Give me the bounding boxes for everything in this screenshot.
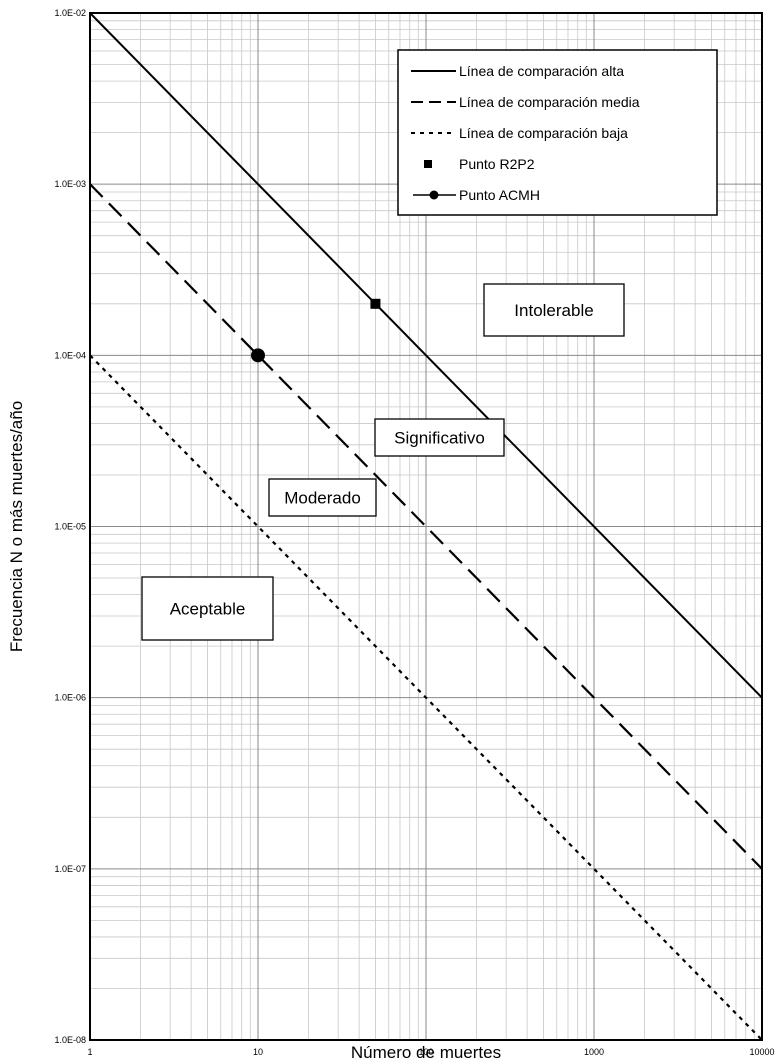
x-axis-title: Número de muertes bbox=[351, 1043, 501, 1062]
legend-label: Punto ACMH bbox=[459, 187, 540, 203]
x-tick-label: 1 bbox=[87, 1047, 92, 1057]
region-label-box bbox=[374, 418, 505, 457]
point-acmh-marker bbox=[251, 348, 265, 363]
data-points bbox=[251, 298, 381, 363]
y-tick-labels: 1.0E-08 1.0E-07 1.0E-06 1.0E-05 1.0E-04 1.0E-… bbox=[54, 8, 86, 1045]
y-tick-label: 1.0E-04 bbox=[54, 350, 86, 360]
y-tick-label: 1.0E-05 bbox=[54, 522, 86, 532]
x-tick-label: 10 bbox=[253, 1047, 263, 1057]
legend-label: Línea de comparación media bbox=[459, 94, 640, 110]
region-label-text: Intolerable bbox=[514, 301, 593, 320]
y-axis-title: Frecuencia N o más muertes/año bbox=[7, 401, 26, 652]
y-tick-label: 1.0E-07 bbox=[54, 864, 86, 874]
plot-frame bbox=[89, 12, 763, 1041]
legend-label: Línea de comparación baja bbox=[459, 125, 628, 141]
y-tick-label: 1.0E-02 bbox=[54, 8, 86, 18]
x-tick-label: 1000 bbox=[584, 1047, 604, 1057]
region-label: Aceptable bbox=[141, 576, 274, 641]
y-tick-label: 1.0E-03 bbox=[54, 179, 86, 189]
point-r2p2-marker bbox=[370, 298, 381, 309]
y-tick-label: 1.0E-08 bbox=[54, 1035, 86, 1045]
region-label: Moderado bbox=[268, 478, 377, 517]
legend-label: Punto R2P2 bbox=[459, 156, 535, 172]
region-label-box bbox=[141, 576, 274, 641]
region-label-text: Aceptable bbox=[170, 600, 246, 619]
region-label: Intolerable bbox=[483, 283, 625, 337]
legend: Línea de comparación alta Línea de compar… bbox=[397, 49, 718, 216]
region-label-text: Significativo bbox=[394, 429, 485, 448]
series-line-solid bbox=[89, 12, 763, 699]
region-label: Significativo bbox=[374, 418, 505, 457]
x-tick-labels: 1 10 100 1000 10000 bbox=[87, 1047, 774, 1057]
legend-swatch-square bbox=[424, 160, 432, 168]
region-label-text: Moderado bbox=[284, 489, 361, 508]
series-lines bbox=[89, 12, 763, 1041]
legend-label: Línea de comparación alta bbox=[459, 63, 624, 79]
series-line-dashed bbox=[89, 183, 763, 870]
region-labels: Intolerable Significativo Moderado Aceptabl… bbox=[141, 283, 625, 641]
x-tick-label: 100 bbox=[418, 1047, 433, 1057]
region-label-box bbox=[483, 283, 625, 337]
series-line-dotted bbox=[89, 354, 763, 1041]
legend-swatch-circle bbox=[429, 190, 439, 200]
region-label-box bbox=[268, 478, 377, 517]
x-tick-label: 10000 bbox=[749, 1047, 774, 1057]
legend-box bbox=[397, 49, 718, 216]
y-tick-label: 1.0E-06 bbox=[54, 693, 86, 703]
